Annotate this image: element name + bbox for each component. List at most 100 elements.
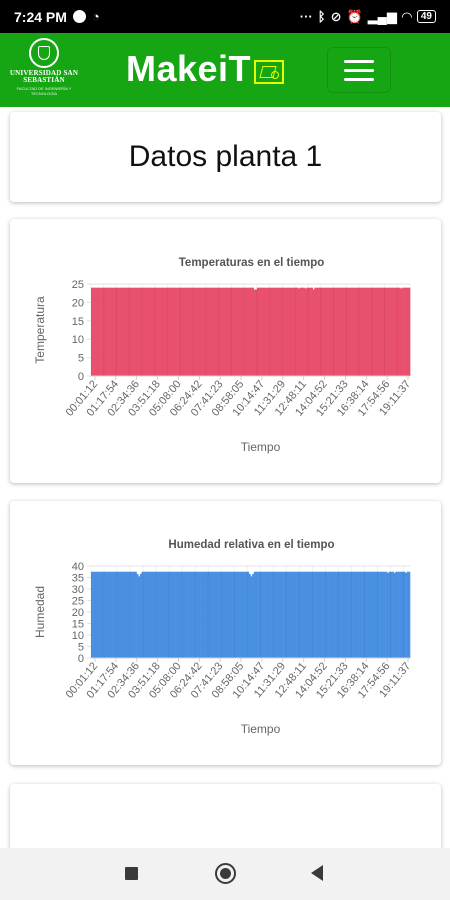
bar xyxy=(224,571,227,658)
bar xyxy=(183,571,186,658)
bar xyxy=(252,574,255,658)
bar xyxy=(143,571,146,658)
bar xyxy=(310,571,313,658)
bar xyxy=(270,571,272,658)
bar xyxy=(135,287,138,376)
bar xyxy=(165,571,168,658)
bar xyxy=(152,571,155,658)
bar xyxy=(318,571,321,658)
bar xyxy=(257,571,259,658)
bar xyxy=(124,287,127,376)
bar xyxy=(191,287,194,376)
bar xyxy=(204,571,207,658)
signal-icon: ▂▄▆ xyxy=(367,9,397,24)
bar xyxy=(100,571,103,658)
bar xyxy=(181,287,184,376)
triangle-back-icon[interactable] xyxy=(311,865,323,881)
bar xyxy=(349,571,352,658)
bar xyxy=(209,571,212,658)
bar xyxy=(245,287,248,376)
bar xyxy=(263,287,266,376)
menu-toggle-button[interactable] xyxy=(327,47,391,93)
bar xyxy=(388,571,391,658)
university-logo[interactable]: UNIVERSIDAD SAN SEBASTIÁN FACULTAD DE IN… xyxy=(8,38,80,102)
bar xyxy=(209,287,211,376)
bar xyxy=(369,571,372,658)
bar xyxy=(331,287,334,376)
bar xyxy=(394,287,396,376)
bar xyxy=(312,571,315,658)
bar xyxy=(220,287,223,376)
circle-icon[interactable] xyxy=(215,863,236,884)
bar xyxy=(196,287,199,376)
bar xyxy=(338,571,341,658)
bar xyxy=(187,571,189,658)
y-tick-label: 5 xyxy=(78,353,84,365)
bar xyxy=(357,287,360,376)
y-tick-label: 25 xyxy=(72,596,84,608)
bar xyxy=(319,287,321,376)
bar xyxy=(352,287,355,376)
bar xyxy=(128,571,131,658)
bar xyxy=(188,287,191,376)
hamburger-line xyxy=(344,68,374,72)
bar xyxy=(382,287,385,376)
bar xyxy=(206,571,209,658)
bar xyxy=(258,571,261,658)
bar xyxy=(305,571,308,658)
square-icon[interactable] xyxy=(125,867,138,880)
university-seal-icon xyxy=(29,38,59,68)
bar xyxy=(133,571,136,658)
top-navbar: UNIVERSIDAD SAN SEBASTIÁN FACULTAD DE IN… xyxy=(0,33,450,107)
bar xyxy=(340,571,342,658)
bar xyxy=(266,287,269,376)
bar xyxy=(242,287,245,376)
bar xyxy=(126,287,128,376)
bar xyxy=(177,571,180,658)
bar xyxy=(297,571,300,658)
bar xyxy=(284,287,286,376)
bar xyxy=(151,287,154,376)
bar xyxy=(92,571,95,658)
bar xyxy=(123,571,126,658)
bar xyxy=(384,287,387,376)
bar xyxy=(118,571,121,658)
brand-name: MakeiT xyxy=(126,48,252,89)
bar xyxy=(277,287,280,376)
whatsapp-icon: ◔ xyxy=(91,9,100,24)
bar xyxy=(157,287,160,376)
bar xyxy=(193,287,195,376)
bar xyxy=(264,287,267,376)
bar xyxy=(338,287,341,376)
bar xyxy=(317,571,320,658)
bar xyxy=(95,287,98,376)
bar xyxy=(102,571,105,658)
bar xyxy=(126,571,129,658)
bar xyxy=(279,571,282,658)
bar xyxy=(331,571,334,658)
bar xyxy=(172,571,175,658)
bar xyxy=(360,287,363,376)
bar xyxy=(167,287,170,376)
bar xyxy=(91,287,93,376)
bar xyxy=(371,287,374,376)
bar xyxy=(295,287,298,376)
bar xyxy=(197,287,200,376)
bar xyxy=(276,287,278,376)
bar xyxy=(341,571,344,658)
bar xyxy=(309,287,312,376)
bar xyxy=(217,571,220,658)
bar xyxy=(362,287,365,376)
android-nav-bar xyxy=(0,848,450,900)
bar xyxy=(303,287,306,376)
bar xyxy=(134,571,137,658)
bar xyxy=(363,287,366,376)
brand-logo[interactable]: MakeiT xyxy=(126,47,285,91)
bar xyxy=(130,571,132,658)
y-tick-label: 10 xyxy=(72,334,84,346)
chart-title: Temperaturas en el tiempo xyxy=(179,257,325,269)
bar xyxy=(196,571,199,658)
bar xyxy=(398,287,401,376)
bar xyxy=(178,287,181,376)
bar xyxy=(115,571,118,658)
